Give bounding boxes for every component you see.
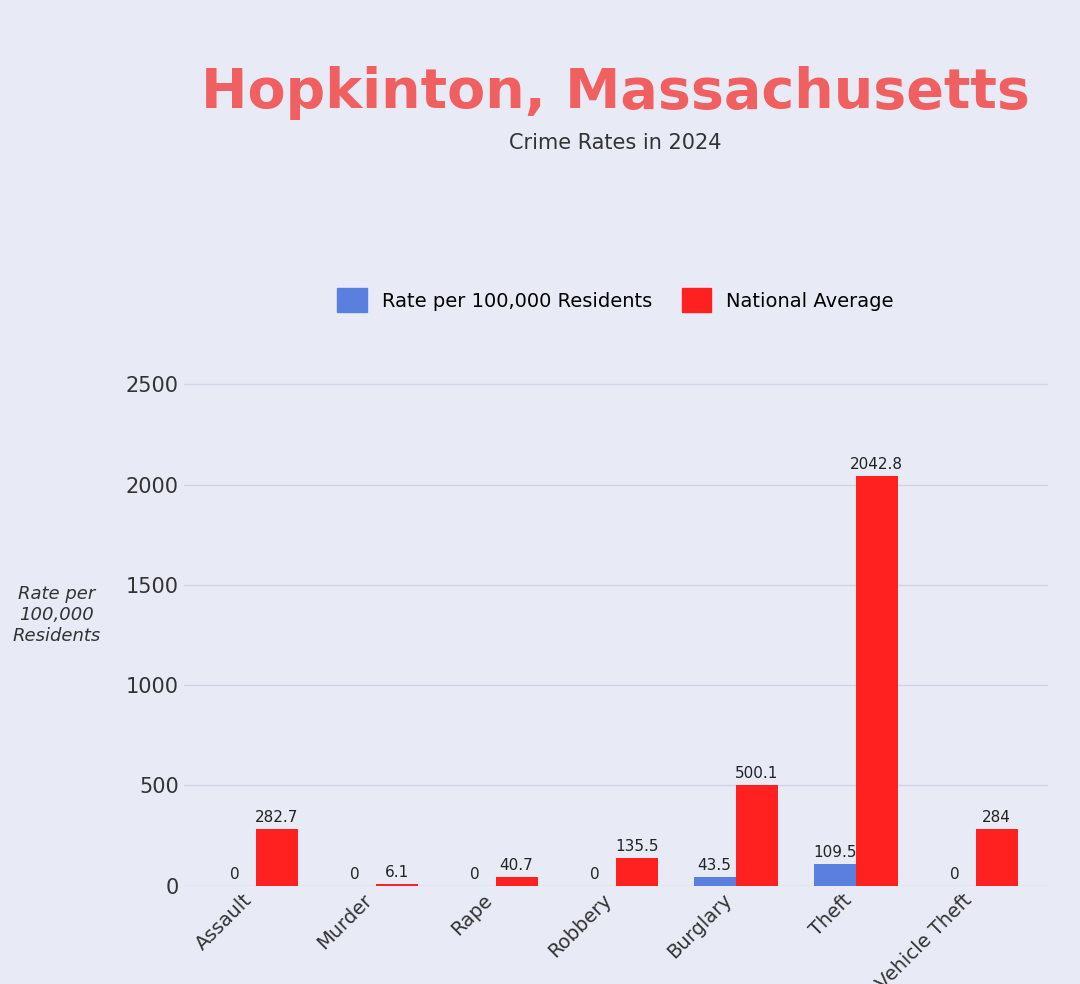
Text: 40.7: 40.7 [500,858,534,874]
Text: 284: 284 [982,810,1011,825]
Bar [616,858,658,886]
Text: 0: 0 [470,867,480,882]
Text: 282.7: 282.7 [255,810,298,825]
Y-axis label: Rate per
100,000
Residents: Rate per 100,000 Residents [12,585,100,645]
Text: 0: 0 [350,867,360,882]
Text: 6.1: 6.1 [384,865,408,881]
Text: Crime Rates in 2024: Crime Rates in 2024 [510,133,721,153]
Text: 135.5: 135.5 [615,839,659,854]
Bar [693,877,735,886]
Bar [975,829,1017,886]
Text: 43.5: 43.5 [698,858,731,873]
Bar [813,864,855,886]
Bar [735,785,778,886]
Text: 2042.8: 2042.8 [850,458,903,472]
Bar [256,829,298,886]
Text: 500.1: 500.1 [734,767,779,781]
Text: 0: 0 [230,867,240,882]
Text: Hopkinton, Massachusetts: Hopkinton, Massachusetts [201,67,1030,120]
Text: 109.5: 109.5 [813,844,856,860]
Legend: Rate per 100,000 Residents, National Average: Rate per 100,000 Residents, National Ave… [327,278,904,322]
Bar [855,476,897,886]
Text: 0: 0 [590,867,599,882]
Bar [376,885,418,886]
Bar [496,878,538,886]
Text: 0: 0 [949,867,959,882]
